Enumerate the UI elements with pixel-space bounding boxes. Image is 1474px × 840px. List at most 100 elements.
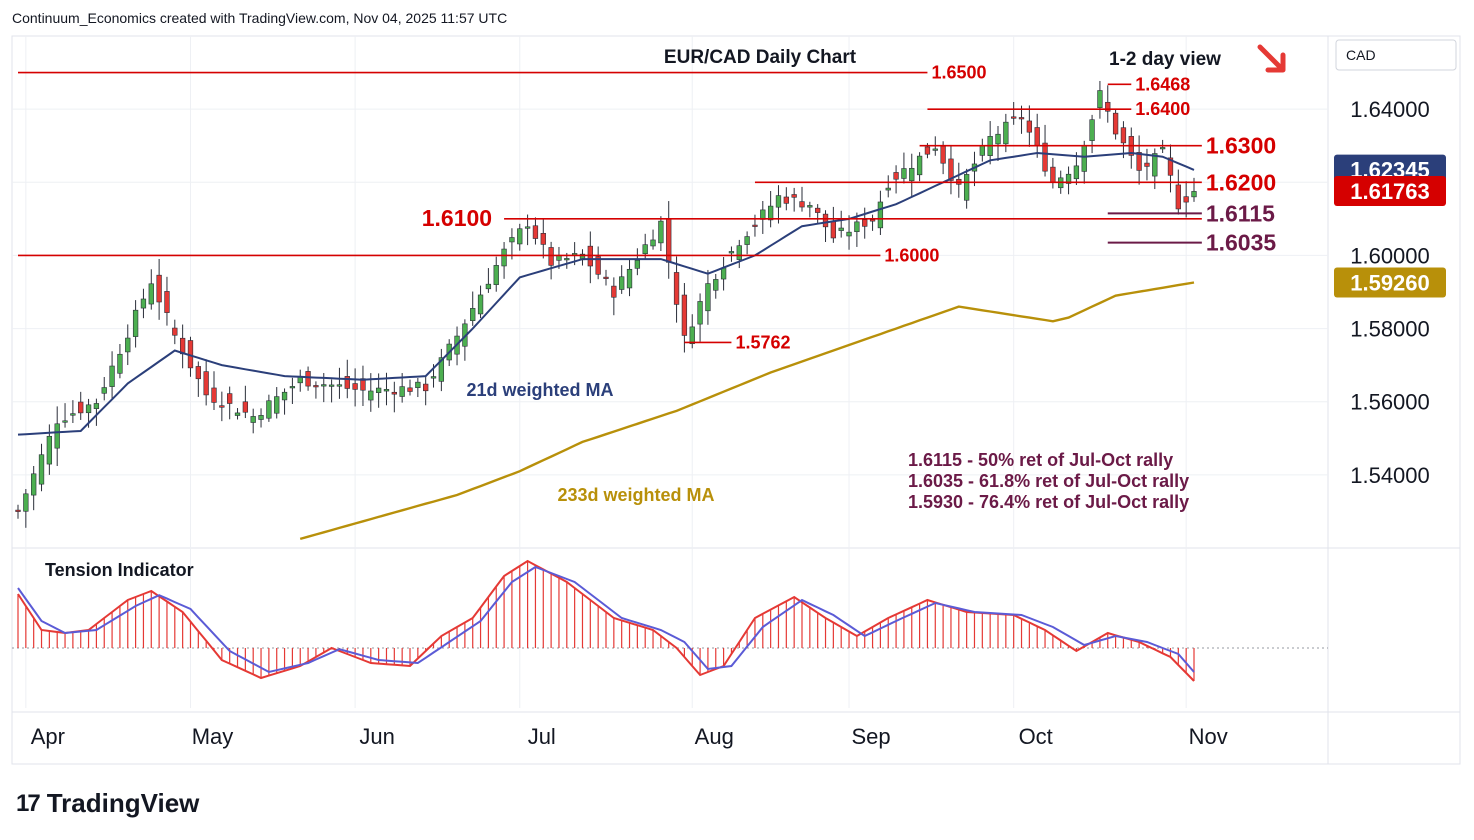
candle	[744, 236, 750, 245]
candle	[430, 376, 437, 379]
candle	[1159, 147, 1166, 150]
candle	[854, 221, 860, 233]
candle	[336, 384, 343, 387]
tradingview-brand[interactable]: 17 TradingView	[16, 788, 199, 819]
candle	[846, 231, 852, 237]
candle	[963, 174, 970, 201]
level-label: 1.6468	[1135, 74, 1190, 94]
level-label: 1.6100	[422, 205, 492, 231]
candle	[713, 279, 719, 291]
candle	[720, 267, 727, 280]
candle	[626, 268, 633, 289]
candle	[1175, 184, 1181, 210]
tension-indicator-label: Tension Indicator	[45, 560, 194, 580]
candle	[697, 301, 703, 325]
candle	[1136, 152, 1142, 171]
candle	[1026, 120, 1033, 133]
y-tick-label: 1.56000	[1350, 390, 1430, 415]
candle	[117, 353, 123, 374]
candle	[1073, 165, 1080, 180]
candle	[909, 167, 915, 182]
candle	[391, 391, 397, 395]
candle	[1097, 90, 1103, 109]
candle	[344, 376, 350, 389]
tradingview-logo-icon: 17	[16, 789, 41, 817]
chart-subtitle: 1-2 day view	[1109, 49, 1221, 70]
candle	[297, 376, 303, 384]
level-label: 1.6500	[931, 63, 986, 83]
candle	[1050, 166, 1056, 183]
candle	[46, 435, 53, 465]
candle	[807, 205, 813, 208]
x-tick-label: Aug	[695, 724, 734, 749]
candle	[783, 196, 789, 204]
candle	[532, 225, 539, 239]
candle	[360, 378, 366, 391]
currency-label: CAD	[1346, 47, 1376, 63]
x-tick-label: Oct	[1019, 724, 1053, 749]
x-tick-label: May	[192, 724, 234, 749]
candle	[673, 272, 680, 305]
candle	[901, 168, 907, 179]
candle	[619, 276, 625, 290]
retracement-annotation: 1.6115 - 50% ret of Jul-Oct rally	[908, 450, 1173, 470]
retracement-annotation: 1.6035 - 61.8% ret of Jul-Oct rally	[908, 471, 1189, 491]
price-badge-label: 1.59260	[1350, 270, 1430, 295]
candle	[1081, 145, 1087, 172]
level-label: 1.6035	[1206, 230, 1277, 256]
candle	[728, 251, 735, 254]
ma233-line	[299, 281, 1195, 541]
candle	[862, 219, 868, 227]
candle	[305, 371, 311, 387]
candle	[524, 226, 531, 229]
candle	[438, 357, 445, 382]
ma21-label: 21d weighted MA	[466, 380, 613, 400]
candle	[979, 145, 985, 156]
price-badge	[1334, 175, 1446, 206]
candle	[407, 387, 413, 392]
level-label: 1.6200	[1206, 169, 1276, 195]
candle	[1065, 173, 1072, 184]
candle	[328, 384, 335, 387]
level-label: 1.6300	[1206, 133, 1276, 159]
candle	[940, 145, 946, 164]
candle	[242, 401, 249, 413]
candle	[266, 400, 272, 419]
candle	[375, 387, 382, 393]
candle	[1112, 112, 1119, 135]
candle	[281, 391, 288, 401]
y-tick-label: 1.60000	[1350, 243, 1430, 268]
candle	[399, 386, 405, 397]
y-tick-label: 1.54000	[1350, 463, 1430, 488]
candle	[642, 244, 648, 255]
candle	[125, 337, 131, 353]
candle	[109, 365, 115, 387]
candle	[1152, 153, 1158, 177]
candle	[101, 387, 107, 394]
candle	[172, 327, 178, 336]
candle	[383, 389, 390, 392]
candle	[234, 412, 241, 416]
candle	[548, 247, 554, 266]
candle	[736, 245, 742, 260]
candle	[791, 194, 797, 198]
candle	[564, 258, 570, 261]
candle	[485, 283, 492, 290]
candle	[924, 146, 931, 155]
candle	[15, 509, 21, 512]
candle	[1191, 191, 1197, 198]
candle	[195, 366, 201, 380]
candle	[132, 309, 139, 337]
candle	[540, 233, 546, 245]
candle	[164, 291, 170, 313]
retracement-annotation: 1.5930 - 76.4% ret of Jul-Oct rally	[908, 492, 1189, 512]
x-tick-label: Jul	[528, 724, 556, 749]
x-tick-label: Apr	[31, 724, 65, 749]
tension-signal-line	[17, 565, 1195, 674]
candle	[62, 420, 68, 423]
candle	[156, 274, 162, 303]
candle	[1089, 119, 1095, 141]
level-label: 1.6000	[884, 245, 939, 265]
candle	[822, 213, 829, 228]
